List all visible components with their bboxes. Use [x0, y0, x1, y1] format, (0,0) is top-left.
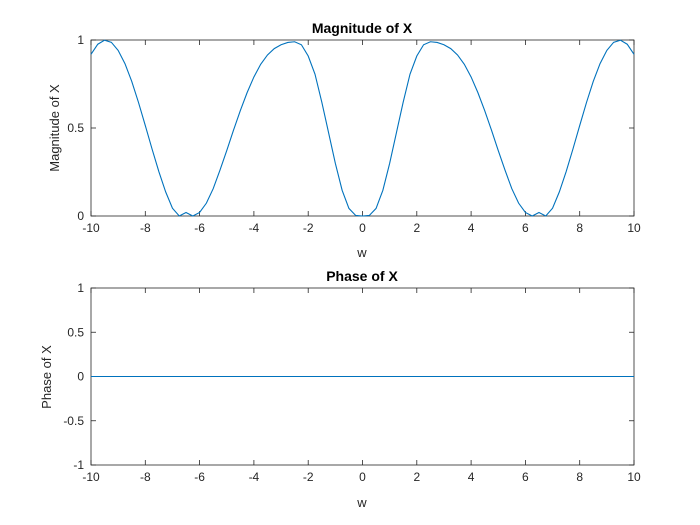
phase-ytick-label: -1 [73, 458, 84, 472]
magnitude-ytick-label: 0.5 [67, 121, 84, 135]
phase-xtick-label: 10 [627, 470, 641, 484]
phase-subplot: -10 -8 -6 -4 -2 0 2 4 6 8 10 -1 -0.5 0 0.5 1 Phase of X… [39, 268, 641, 510]
phase-xtick-label: 4 [468, 470, 475, 484]
phase-ytick-label: 0 [77, 370, 84, 384]
magnitude-ylabel: Magnitude of X [47, 84, 62, 172]
magnitude-xtick-label: -6 [194, 221, 205, 235]
phase-xtick-label: -10 [82, 470, 100, 484]
magnitude-xtick-label: 8 [576, 221, 583, 235]
magnitude-ytick-label: 0 [77, 209, 84, 223]
phase-ytick-label: 1 [77, 281, 84, 295]
phase-ytick-label: 0.5 [67, 325, 84, 339]
magnitude-xtick-label: 4 [468, 221, 475, 235]
magnitude-subplot: -10 -8 -6 -4 -2 0 2 4 6 8 10 0 0.5 1 Magnitude of X w… [47, 20, 641, 260]
magnitude-xtick-label: 2 [413, 221, 420, 235]
magnitude-title: Magnitude of X [312, 20, 413, 36]
magnitude-xtick-label: -4 [249, 221, 260, 235]
magnitude-xtick-label: 6 [522, 221, 529, 235]
phase-xtick-label: -2 [303, 470, 314, 484]
magnitude-xtick-label: -2 [303, 221, 314, 235]
magnitude-axes-box [90, 39, 635, 217]
phase-ticks: -10 -8 -6 -4 -2 0 2 4 6 8 10 -1 -0.5 0 0.5 1 [63, 281, 641, 484]
phase-xtick-label: 2 [413, 470, 420, 484]
magnitude-series-layer [90, 39, 635, 217]
magnitude-xlabel: w [356, 245, 367, 260]
magnitude-xtick-label: -10 [82, 221, 100, 235]
phase-xtick-label: 6 [522, 470, 529, 484]
phase-title: Phase of X [326, 268, 398, 284]
phase-xlabel: w [356, 495, 367, 510]
magnitude-series-line [90, 39, 635, 217]
phase-xtick-label: -6 [194, 470, 205, 484]
phase-xtick-label: -4 [249, 470, 260, 484]
magnitude-xtick-label: 0 [359, 221, 366, 235]
phase-ytick-label: -0.5 [63, 414, 84, 428]
phase-xtick-label: 0 [359, 470, 366, 484]
phase-xtick-label: -8 [140, 470, 151, 484]
magnitude-ticks: -10 -8 -6 -4 -2 0 2 4 6 8 10 0 0.5 1 [67, 33, 641, 235]
magnitude-xtick-label: -8 [140, 221, 151, 235]
magnitude-ytick-label: 1 [77, 33, 84, 47]
phase-ylabel: Phase of X [39, 345, 54, 409]
phase-xtick-label: 8 [576, 470, 583, 484]
magnitude-xtick-label: 10 [627, 221, 641, 235]
